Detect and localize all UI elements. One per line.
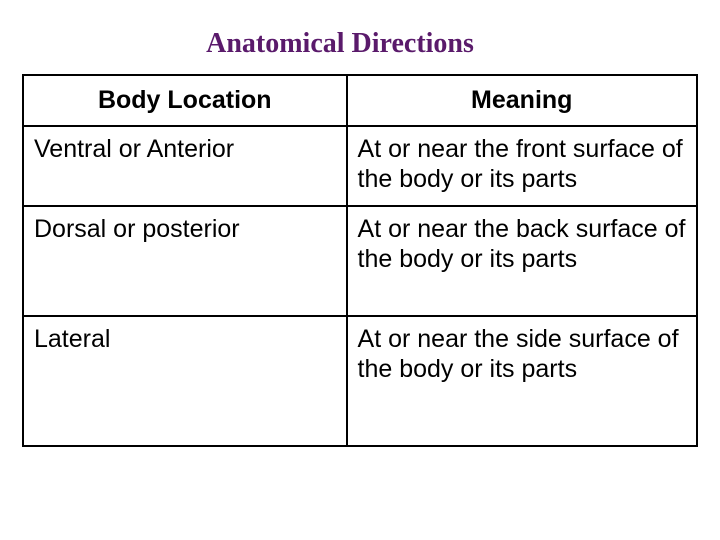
cell-meaning: At or near the back surface of the body …	[347, 206, 697, 316]
table-row: Dorsal or posterior At or near the back …	[23, 206, 697, 316]
cell-body-location: Lateral	[23, 316, 347, 446]
table-header-row: Body Location Meaning	[23, 75, 697, 126]
cell-body-location: Ventral or Anterior	[23, 126, 347, 206]
table-container: Body Location Meaning Ventral or Anterio…	[0, 74, 720, 447]
anatomical-directions-table: Body Location Meaning Ventral or Anterio…	[22, 74, 698, 447]
table-row: Ventral or Anterior At or near the front…	[23, 126, 697, 206]
cell-meaning: At or near the side surface of the body …	[347, 316, 697, 446]
cell-body-location: Dorsal or posterior	[23, 206, 347, 316]
column-header-body-location: Body Location	[23, 75, 347, 126]
column-header-meaning: Meaning	[347, 75, 697, 126]
page-title: Anatomical Directions	[0, 28, 720, 60]
table-row: Lateral At or near the side surface of t…	[23, 316, 697, 446]
cell-meaning: At or near the front surface of the body…	[347, 126, 697, 206]
